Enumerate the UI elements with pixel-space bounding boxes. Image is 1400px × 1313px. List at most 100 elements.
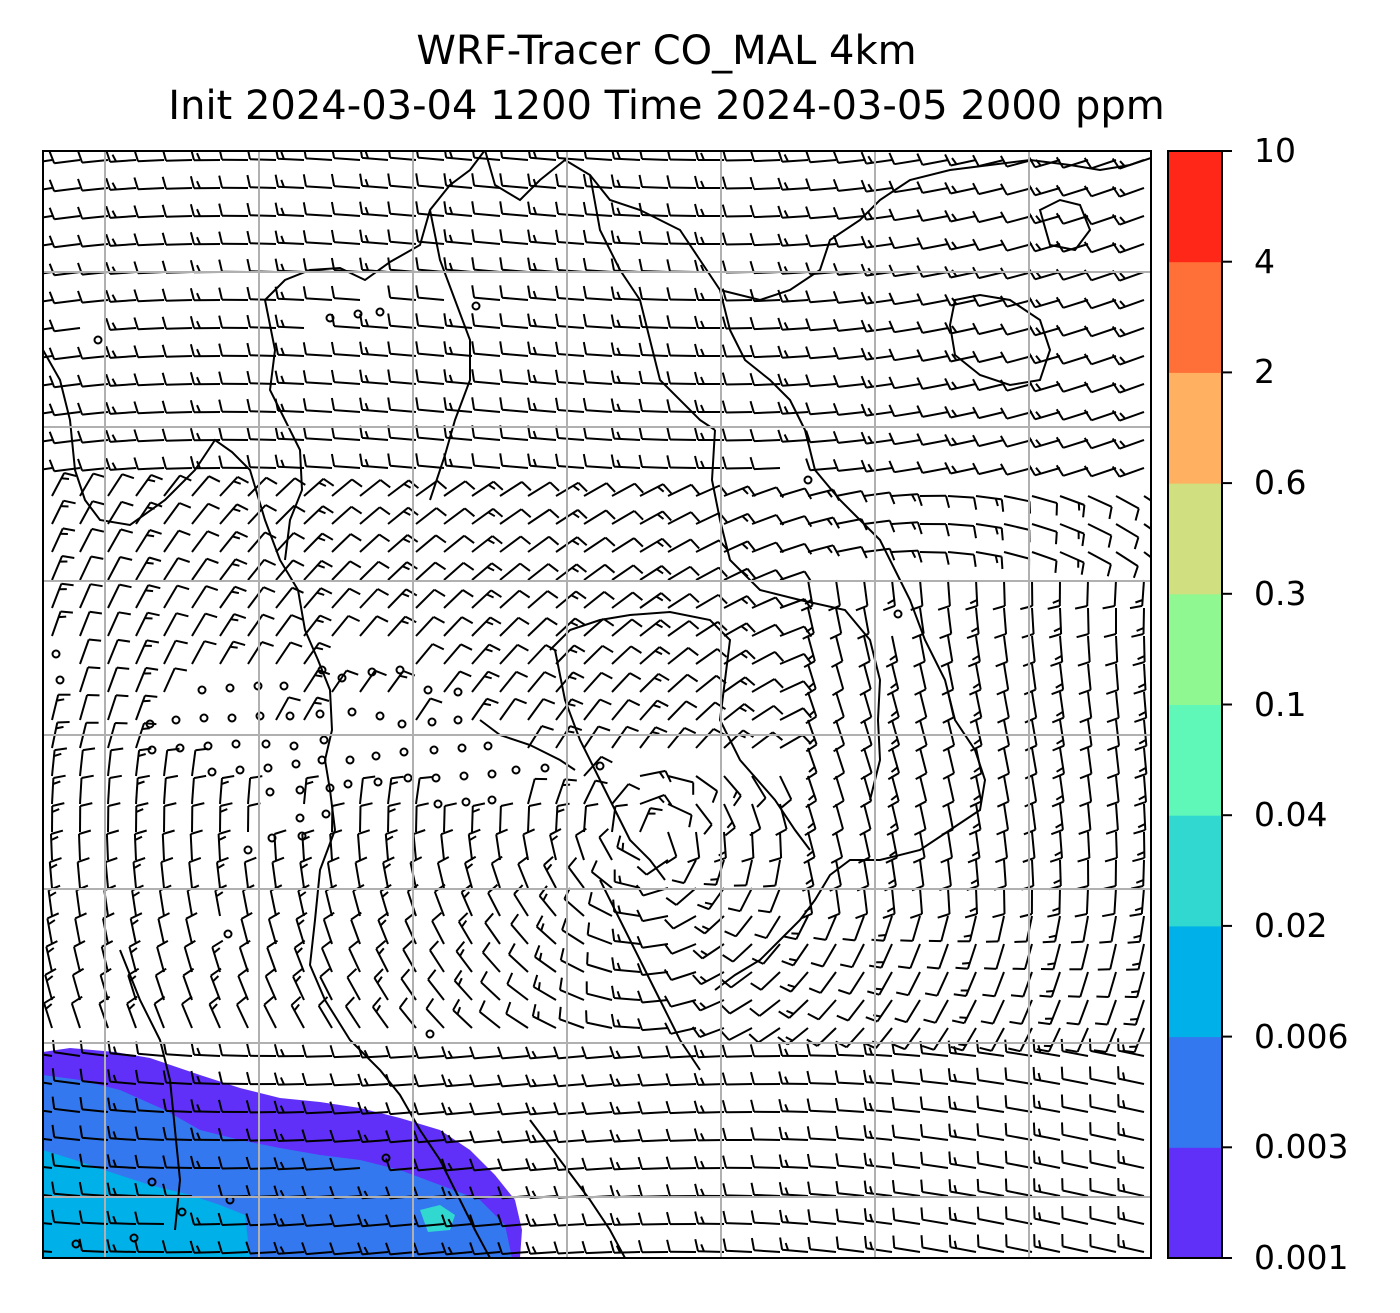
wind-barb-flag (953, 1184, 958, 1193)
wind-barb-flag (651, 731, 660, 735)
wind-barb-shaft (975, 607, 980, 634)
wind-barb-flag (611, 985, 616, 999)
wind-barb-flag (944, 377, 952, 390)
wind-barb-shaft (966, 943, 977, 970)
wind-barb-flag (448, 178, 454, 187)
wind-barb-flag (837, 989, 851, 995)
wind-barb-flag (111, 350, 117, 358)
wind-barb-shaft (303, 669, 319, 693)
wind-barb-flag (995, 856, 1008, 864)
wind-barb-flag (387, 341, 392, 354)
wind-barb-flag (916, 433, 924, 446)
wind-barb-flag (1137, 823, 1146, 829)
wind-barb-shaft (165, 467, 193, 470)
wind-barb-shaft (695, 511, 720, 525)
wind-barb-flag (700, 236, 705, 245)
wind-barb-shaft (530, 408, 557, 413)
wind-barb-flag (126, 995, 138, 1005)
wind-barb-shaft (950, 1079, 977, 1085)
wind-barb-shaft (359, 670, 376, 693)
wind-barb-shaft (1087, 719, 1093, 746)
wind-barb-shaft (249, 1139, 277, 1142)
wind-barb-flag (635, 884, 644, 897)
wind-barb-shaft (418, 240, 445, 245)
wind-barb-flag (112, 1244, 117, 1252)
wind-barb-shaft (107, 694, 118, 721)
wind-barb-flag (658, 771, 665, 779)
wind-barb-flag (576, 563, 588, 573)
wind-barb-shaft (1019, 1027, 1033, 1052)
wind-barb-flag (112, 1159, 117, 1168)
wind-barb-flag (689, 593, 700, 604)
wind-barb-flag (666, 399, 671, 412)
calm-wind-marker (177, 1207, 187, 1217)
wind-barb-flag (302, 454, 307, 467)
wind-barb-shaft (193, 1251, 221, 1254)
wind-barb-flag (692, 974, 702, 985)
wind-barb-flag (887, 599, 895, 605)
wind-barb-shaft (43, 299, 53, 303)
wind-barb-shaft (191, 558, 208, 581)
wind-barb-flag (495, 828, 508, 836)
wind-barb-shaft (1006, 1078, 1033, 1085)
wind-barb-shaft (247, 586, 265, 609)
wind-barb-shaft (527, 671, 546, 693)
wind-barb-shaft (894, 187, 921, 194)
wind-barb-flag (413, 1045, 420, 1059)
colorbar-segment (1168, 483, 1222, 595)
wind-barb-flag (156, 940, 169, 948)
wind-barb-flag (50, 835, 59, 841)
wind-barb-flag (1079, 772, 1092, 780)
wind-barb-flag (1060, 1038, 1064, 1052)
wind-barb-flag (51, 1068, 56, 1081)
wind-barb-flag (45, 940, 58, 948)
wind-barb-flag (487, 538, 495, 545)
wind-barb-flag (1051, 800, 1064, 808)
wind-barb-shaft (769, 887, 781, 913)
wind-barb-shaft (810, 411, 837, 416)
wind-barb-flag (357, 1101, 364, 1115)
wind-barb-flag (650, 807, 663, 812)
wind-barb-shaft (863, 547, 890, 553)
wind-barb-flag (1119, 468, 1126, 476)
wind-barb-shaft (216, 862, 221, 889)
wind-barb-shaft (695, 621, 719, 637)
wind-barb-shaft (43, 1222, 53, 1225)
wind-barb-shaft (471, 480, 495, 497)
wind-barb-flag (78, 1210, 83, 1223)
wind-barb-flag (330, 397, 336, 411)
wind-barb-flag (971, 654, 980, 661)
wind-barb-flag (318, 509, 326, 515)
wind-barb-flag (274, 342, 279, 355)
wind-barb-flag (528, 802, 542, 807)
wind-barb-flag (832, 151, 840, 164)
wind-barb-flag (553, 1130, 560, 1143)
wind-barb-flag (1005, 1206, 1008, 1219)
wind-barb-shaft (390, 1055, 417, 1059)
wind-barb-flag (570, 621, 579, 627)
wind-barb-flag (273, 1044, 279, 1057)
wind-barb-shaft (1034, 1189, 1061, 1197)
wind-barb-shaft (978, 1218, 1005, 1225)
wind-barb-flag (688, 814, 693, 828)
wind-barb-shaft (1059, 691, 1065, 718)
wind-barb-shaft (725, 243, 753, 246)
wind-barb-flag (937, 604, 951, 611)
wind-barb-shaft (558, 465, 585, 469)
wind-barb-flag (497, 1214, 504, 1227)
wind-barb-shaft (334, 1223, 361, 1228)
wind-barb-flag (1122, 1072, 1126, 1080)
wind-barb-shaft (667, 592, 691, 609)
wind-barb-shaft (1006, 1245, 1033, 1253)
wind-barb-shaft (667, 647, 689, 665)
wind-barb-flag (77, 346, 84, 359)
wind-barb-flag (1004, 1178, 1008, 1191)
wind-barb-flag (1038, 1240, 1042, 1248)
wind-barb-flag (1054, 851, 1062, 857)
wind-barb-flag (803, 856, 816, 864)
wind-barb-flag (378, 533, 391, 543)
wind-barb-shaft (822, 943, 837, 968)
wind-barb-shaft (305, 353, 333, 357)
wind-barb-shaft (334, 213, 361, 217)
wind-barb-shaft (1059, 607, 1063, 635)
